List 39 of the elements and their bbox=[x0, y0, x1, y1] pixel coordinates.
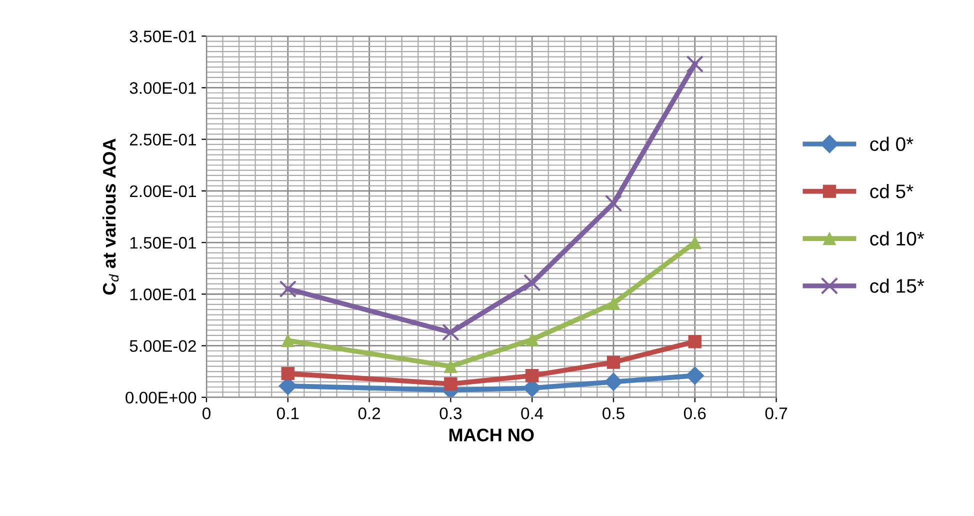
legend-label: cd 15* bbox=[870, 278, 924, 293]
y-axis-title: C$_{d}$ at various AOA bbox=[102, 138, 119, 295]
x-tick-label: 0.2 bbox=[358, 407, 380, 420]
legend-label: cd 0* bbox=[870, 136, 914, 151]
y-tick-label: 3.00E-01 bbox=[130, 82, 196, 94]
y-tick-label: 1.50E-01 bbox=[130, 236, 196, 249]
point bbox=[604, 372, 623, 392]
point bbox=[688, 236, 702, 250]
x-tick-label: 0.7 bbox=[765, 407, 788, 420]
point bbox=[604, 194, 622, 212]
point bbox=[442, 324, 460, 341]
y-tick-label: 3.50E-01 bbox=[130, 30, 196, 42]
point bbox=[444, 377, 458, 391]
point bbox=[688, 334, 702, 348]
y-tick-label: 0.00E+00 bbox=[126, 392, 196, 404]
legend-label: cd 5* bbox=[870, 184, 914, 198]
point bbox=[279, 280, 297, 298]
point bbox=[523, 274, 541, 292]
y-tick-label: 5.00E-02 bbox=[130, 340, 196, 352]
x-tick-label: 0.6 bbox=[684, 407, 706, 420]
x-tick-label: 0.4 bbox=[521, 407, 544, 420]
point bbox=[525, 332, 539, 346]
point bbox=[686, 55, 704, 73]
legend-label: cd 10* bbox=[870, 231, 924, 246]
point bbox=[525, 369, 539, 382]
point bbox=[606, 296, 620, 310]
y-tick-label: 2.00E-01 bbox=[130, 185, 196, 198]
y-tick-label: 1.00E-01 bbox=[130, 288, 196, 300]
point bbox=[281, 366, 294, 380]
point bbox=[606, 356, 620, 369]
x-tick-label: 0.3 bbox=[440, 407, 462, 420]
point bbox=[444, 360, 458, 373]
x-tick-label: 0 bbox=[202, 407, 210, 420]
point bbox=[686, 366, 704, 385]
x-tick-label: 0.1 bbox=[276, 407, 299, 420]
x-axis-title: MACH NO bbox=[449, 428, 534, 442]
x-tick-label: 0.5 bbox=[602, 407, 624, 420]
y-tick-label: 2.50E-01 bbox=[130, 134, 196, 146]
point bbox=[281, 334, 294, 348]
